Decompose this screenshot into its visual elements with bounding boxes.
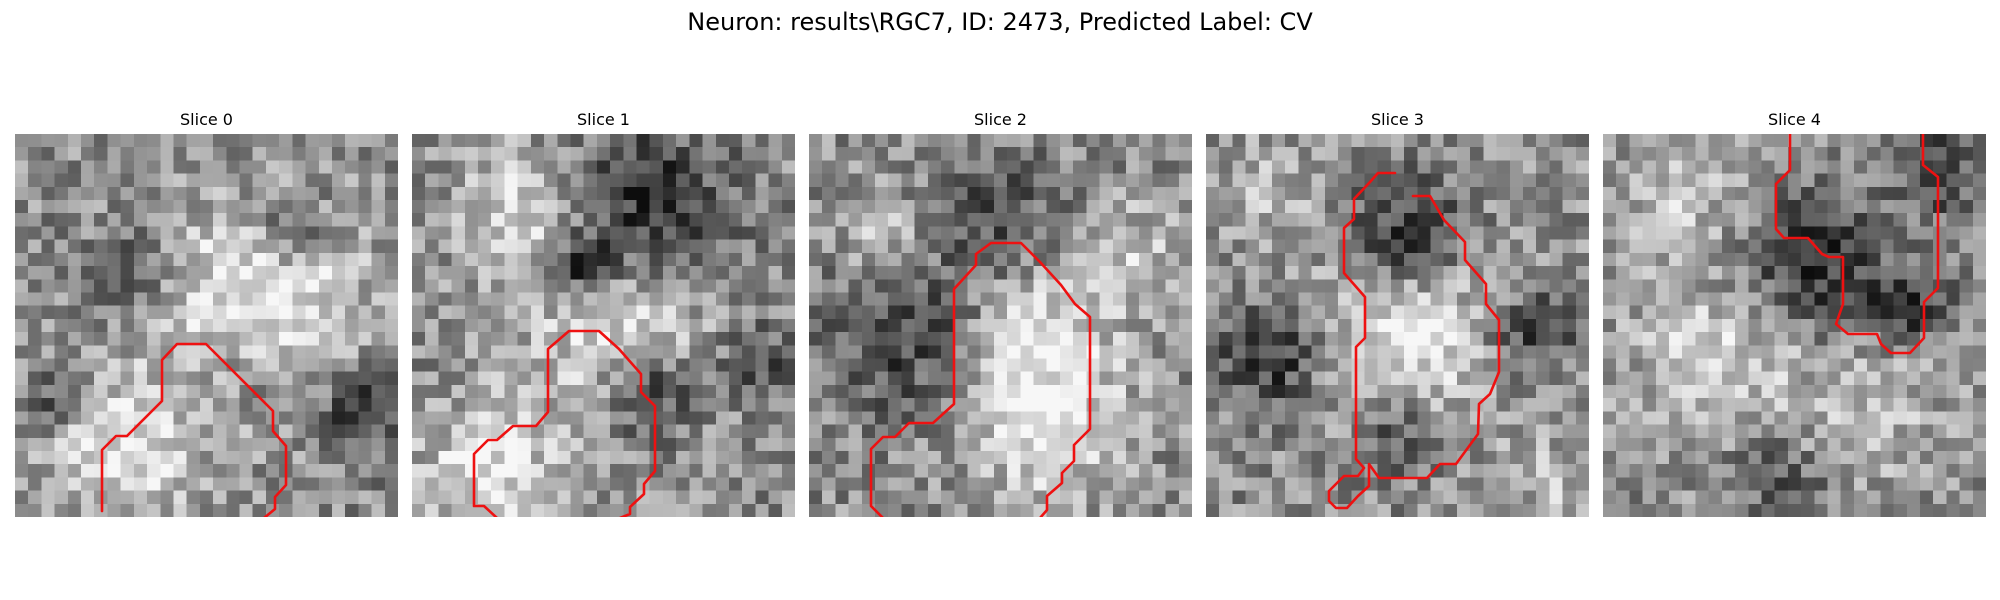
- slice-title: Slice 2: [974, 110, 1027, 129]
- pixel-grid: [15, 134, 398, 517]
- slice-title: Slice 3: [1371, 110, 1424, 129]
- segmentation-contour: [100, 342, 288, 517]
- segmentation-contour: [869, 241, 1092, 517]
- segmentation-contour: [1327, 171, 1501, 510]
- slice-panel-1: Slice 1: [412, 110, 795, 517]
- slice-image: [1206, 134, 1589, 517]
- pixel-grid: [1206, 134, 1589, 517]
- segmentation-contour: [1774, 134, 1940, 355]
- pixel-grid: [809, 134, 1192, 517]
- slice-panel-0: Slice 0: [15, 110, 398, 517]
- slice-image: [15, 134, 398, 517]
- slice-image: [1603, 134, 1986, 517]
- pixel-grid: [1603, 134, 1986, 517]
- pixel-grid: [412, 134, 795, 517]
- slice-panel-4: Slice 4: [1603, 110, 1986, 517]
- slice-panel-3: Slice 3: [1206, 110, 1589, 517]
- slice-title: Slice 1: [577, 110, 630, 129]
- slice-title: Slice 0: [180, 110, 233, 129]
- figure-title: Neuron: results\RGC7, ID: 2473, Predicte…: [687, 8, 1313, 36]
- slice-image: [809, 134, 1192, 517]
- segmentation-contour: [472, 329, 657, 517]
- slice-title: Slice 4: [1768, 110, 1821, 129]
- slice-panel-2: Slice 2: [809, 110, 1192, 517]
- slice-image: [412, 134, 795, 517]
